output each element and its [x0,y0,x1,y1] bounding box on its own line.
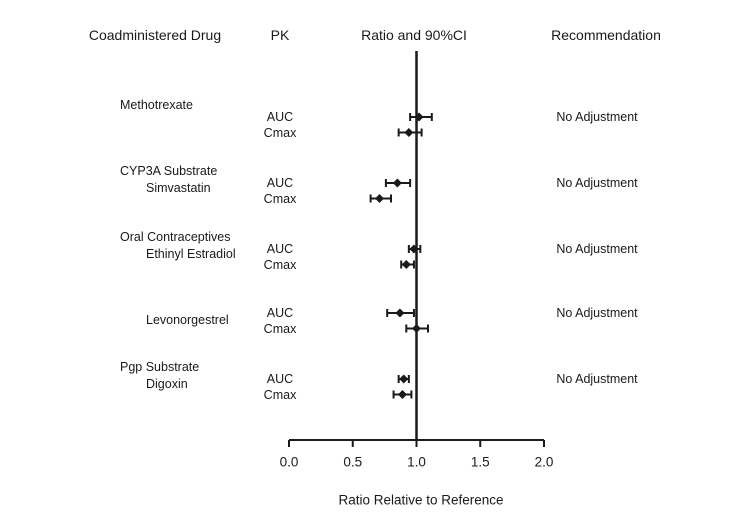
recommendation-label: No Adjustment [556,306,638,320]
x-axis-tick-label: 1.0 [407,454,426,470]
pk-label: Cmax [263,191,297,206]
x-axis-tick-label: 0.5 [343,454,363,470]
drug-label: Simvastatin [146,181,211,195]
point-marker [409,244,419,254]
pk-label: Cmax [263,321,297,336]
point-marker [395,308,405,318]
pk-label: AUC [266,372,294,386]
column-header-coadministered-drug: Coadministered Drug [88,27,222,43]
column-header-recommendation: Recommendation [551,27,661,43]
drug-label: Methotrexate [120,98,193,112]
point-marker [375,194,385,203]
x-axis-tick-label: 2.0 [534,454,554,470]
point-marker [392,178,402,188]
point-marker [404,128,414,137]
pk-label: Cmax [263,125,297,140]
recommendation-label: No Adjustment [556,110,638,124]
column-header-pk: PK [270,27,290,43]
point-marker [414,112,424,122]
point-marker [397,390,407,399]
x-axis-title: Ratio Relative to Reference [338,492,504,508]
x-axis-tick-label: 0.0 [279,454,299,470]
recommendation-label: No Adjustment [556,176,638,190]
group-label: Pgp Substrate [120,360,200,374]
pk-label: AUC [266,306,294,320]
pk-label: AUC [266,176,294,190]
point-marker [412,324,421,333]
pk-label: Cmax [263,257,297,272]
pk-label: AUC [266,242,294,256]
point-marker [399,374,409,384]
point-marker [401,260,411,269]
pk-label: AUC [266,110,294,124]
drug-label: Ethinyl Estradiol [146,247,236,261]
pk-label: Cmax [263,387,297,402]
column-header-ratio-ci: Ratio and 90%CI [361,27,467,43]
drug-label: Digoxin [146,377,188,391]
group-label: Oral Contraceptives [120,230,231,244]
group-label: CYP3A Substrate [120,164,218,178]
x-axis-tick-label: 1.5 [470,454,490,470]
recommendation-label: No Adjustment [556,242,638,256]
drug-label: Levonorgestrel [146,313,229,327]
recommendation-label: No Adjustment [556,372,638,386]
